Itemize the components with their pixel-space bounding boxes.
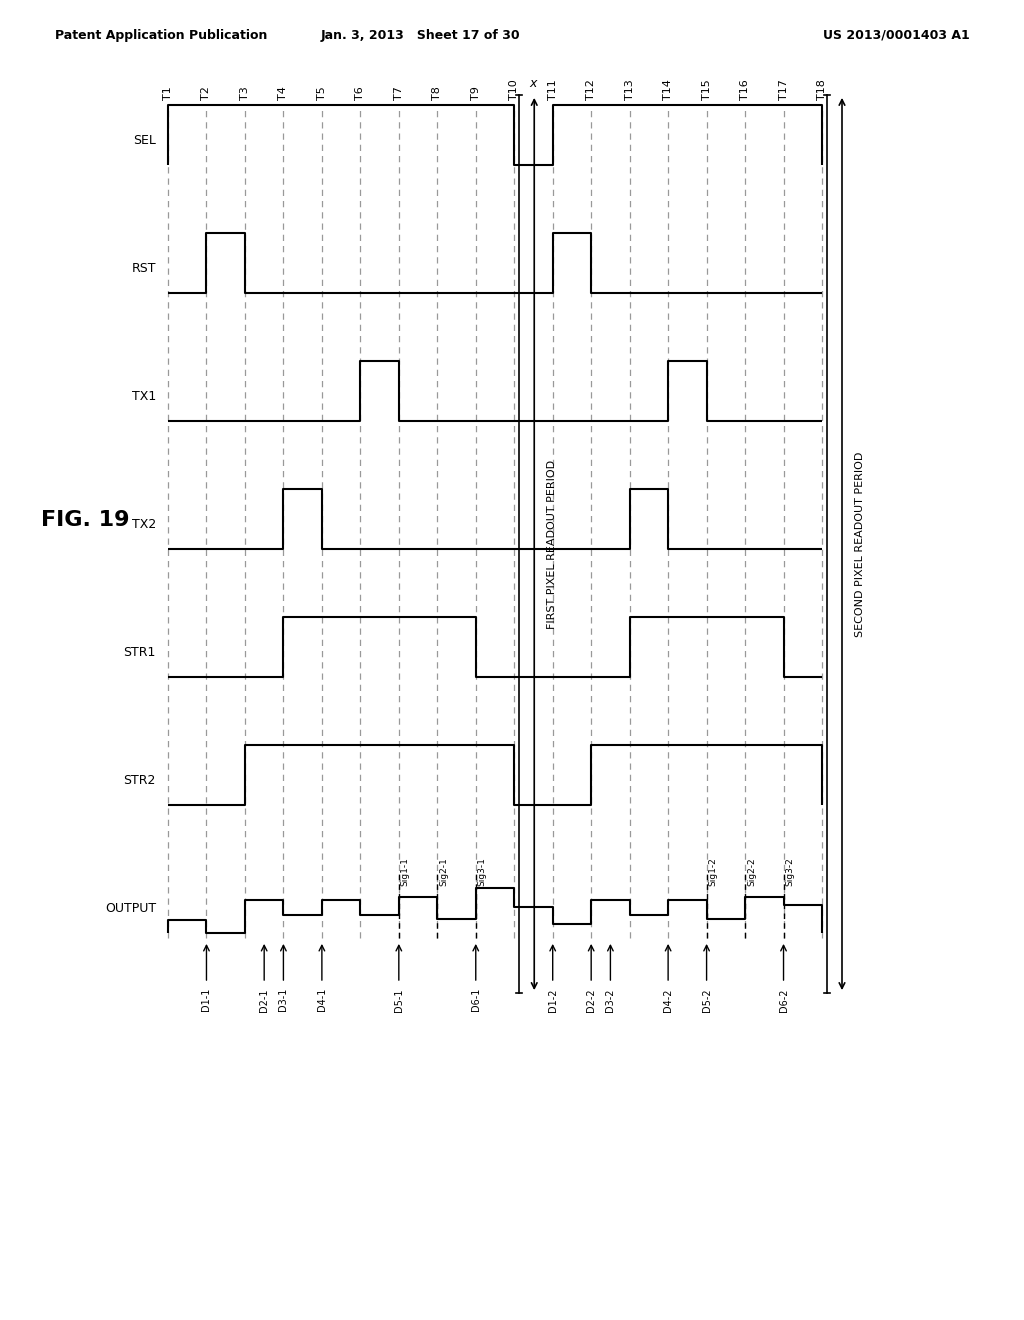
Text: x: x xyxy=(529,77,538,90)
Text: T5: T5 xyxy=(316,86,327,100)
Text: D1-1: D1-1 xyxy=(202,987,212,1011)
Text: D2-2: D2-2 xyxy=(586,987,596,1011)
Text: TX1: TX1 xyxy=(132,391,156,404)
Text: US 2013/0001403 A1: US 2013/0001403 A1 xyxy=(823,29,970,41)
Text: SECOND PIXEL READOUT PERIOD: SECOND PIXEL READOUT PERIOD xyxy=(855,451,865,636)
Text: T17: T17 xyxy=(778,79,788,100)
Text: Sig2-2: Sig2-2 xyxy=(748,858,756,886)
Text: FIRST PIXEL READOUT PERIOD: FIRST PIXEL READOUT PERIOD xyxy=(547,459,557,628)
Text: D4-2: D4-2 xyxy=(664,987,673,1011)
Text: D3-2: D3-2 xyxy=(605,987,615,1011)
Text: T7: T7 xyxy=(394,86,403,100)
Text: T3: T3 xyxy=(240,86,250,100)
Text: D3-1: D3-1 xyxy=(279,987,289,1011)
Text: Patent Application Publication: Patent Application Publication xyxy=(55,29,267,41)
Text: D1-2: D1-2 xyxy=(548,987,558,1011)
Text: T16: T16 xyxy=(740,79,750,100)
Text: T14: T14 xyxy=(664,79,673,100)
Text: D6-1: D6-1 xyxy=(471,987,480,1011)
Text: STR1: STR1 xyxy=(124,647,156,660)
Text: T13: T13 xyxy=(625,79,635,100)
Text: FIG. 19: FIG. 19 xyxy=(41,510,129,531)
Text: T15: T15 xyxy=(701,79,712,100)
Text: T1: T1 xyxy=(163,86,173,100)
Text: Sig3-1: Sig3-1 xyxy=(478,857,486,886)
Text: RST: RST xyxy=(131,263,156,276)
Text: D5-2: D5-2 xyxy=(701,987,712,1011)
Text: T4: T4 xyxy=(279,86,289,100)
Text: D6-2: D6-2 xyxy=(778,987,788,1011)
Text: Sig1-1: Sig1-1 xyxy=(400,857,410,886)
Text: T8: T8 xyxy=(432,86,442,100)
Text: T18: T18 xyxy=(817,79,827,100)
Text: D4-1: D4-1 xyxy=(316,987,327,1011)
Text: D5-1: D5-1 xyxy=(394,987,403,1011)
Text: Sig2-1: Sig2-1 xyxy=(439,858,449,886)
Text: T12: T12 xyxy=(586,79,596,100)
Text: D2-1: D2-1 xyxy=(259,987,269,1011)
Text: OUTPUT: OUTPUT xyxy=(104,903,156,916)
Text: T10: T10 xyxy=(509,79,519,100)
Text: TX2: TX2 xyxy=(132,519,156,532)
Text: T6: T6 xyxy=(355,86,366,100)
Text: T9: T9 xyxy=(471,86,480,100)
Text: Sig3-2: Sig3-2 xyxy=(785,858,795,886)
Text: Jan. 3, 2013   Sheet 17 of 30: Jan. 3, 2013 Sheet 17 of 30 xyxy=(321,29,520,41)
Text: STR2: STR2 xyxy=(124,775,156,788)
Text: T2: T2 xyxy=(202,86,212,100)
Text: SEL: SEL xyxy=(133,135,156,148)
Text: Sig1-2: Sig1-2 xyxy=(709,858,718,886)
Text: T11: T11 xyxy=(548,79,558,100)
